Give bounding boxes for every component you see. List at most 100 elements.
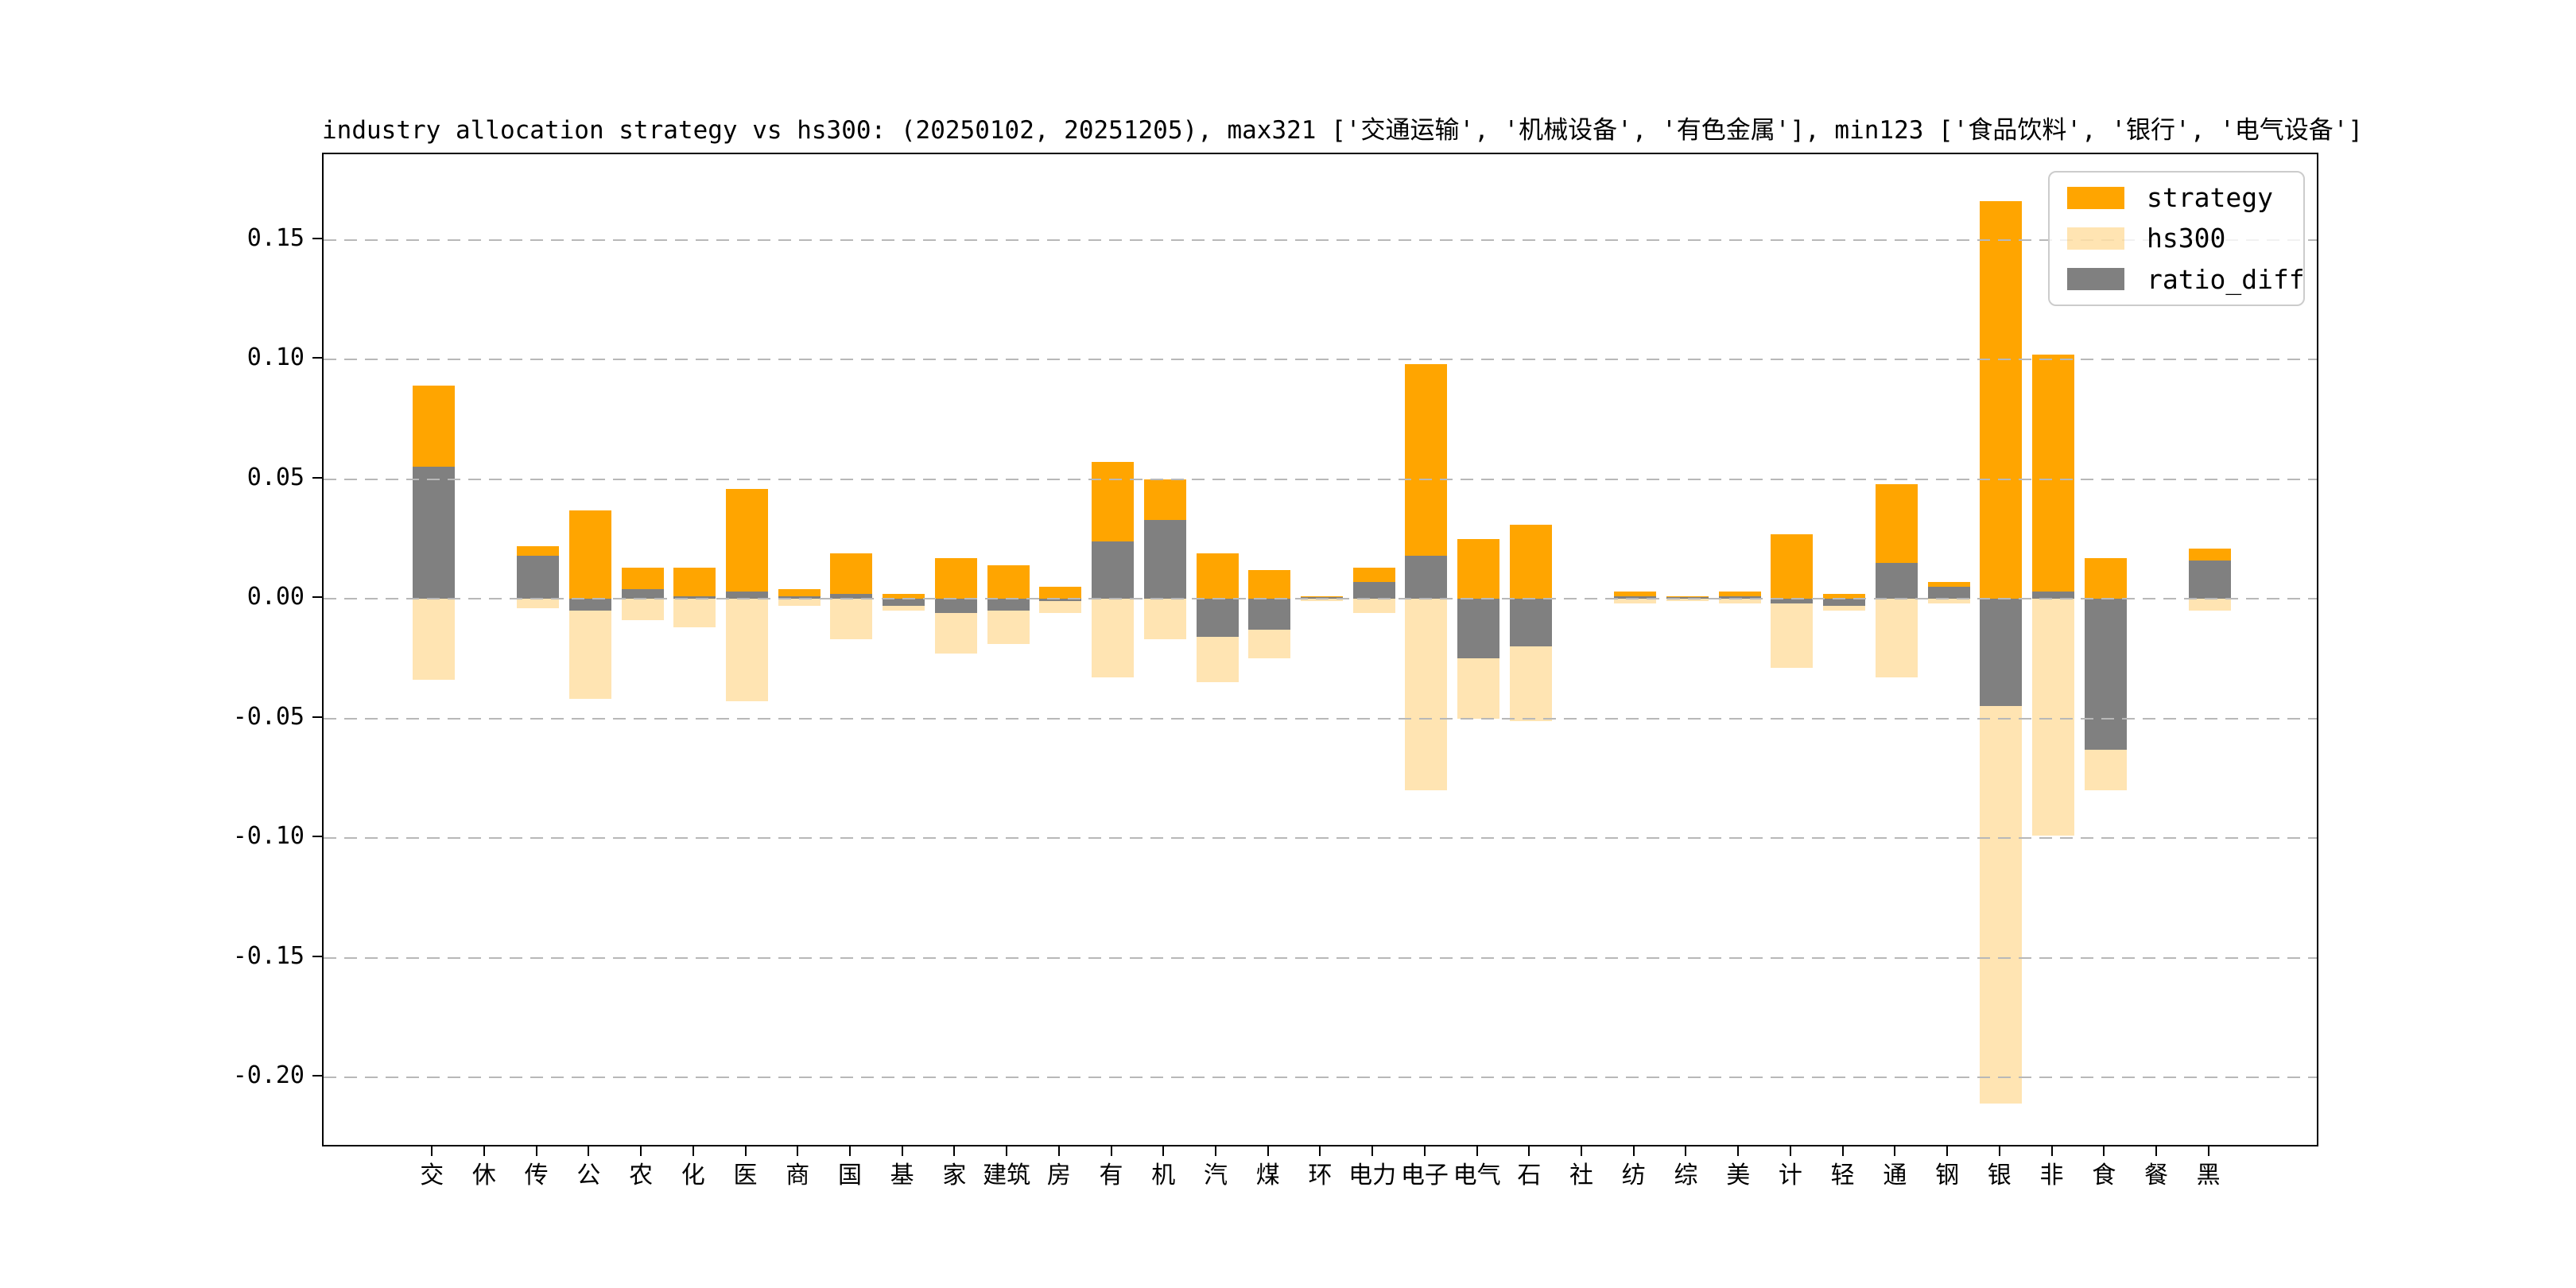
x-tick-label-传: 传 bbox=[524, 1162, 549, 1189]
x-tick-label-非: 非 bbox=[2039, 1162, 2064, 1189]
x-tick-mark bbox=[1841, 1146, 1844, 1156]
x-tick-mark bbox=[797, 1146, 799, 1156]
y-tick-label-0.00: 0.00 bbox=[246, 583, 305, 611]
x-tick-label-环: 环 bbox=[1308, 1162, 1333, 1189]
x-tick-label-黑: 黑 bbox=[2196, 1162, 2221, 1189]
x-tick-label-轻: 轻 bbox=[1830, 1162, 1855, 1189]
x-tick-label-医: 医 bbox=[733, 1162, 758, 1189]
x-tick-mark bbox=[953, 1146, 956, 1156]
hs300-bar-医 bbox=[726, 599, 769, 702]
x-tick-mark bbox=[744, 1146, 747, 1156]
x-tick-label-电气: 电气 bbox=[1453, 1162, 1501, 1189]
legend: strategy hs300 ratio_diff bbox=[2048, 171, 2305, 306]
ratio-diff-bar-银 bbox=[1980, 599, 2023, 707]
x-tick-mark bbox=[1057, 1146, 1060, 1156]
strategy-bar-计 bbox=[1771, 533, 1814, 599]
plot-area bbox=[322, 153, 2318, 1146]
x-tick-label-社: 社 bbox=[1569, 1162, 1594, 1189]
gridline--0.15 bbox=[324, 956, 2317, 959]
y-tick-label--0.10: -0.10 bbox=[232, 822, 305, 850]
hs300-bar-黑 bbox=[2189, 599, 2232, 611]
ratio-diff-bar-公 bbox=[568, 599, 611, 611]
x-tick-mark bbox=[1162, 1146, 1165, 1156]
y-tick-label--0.20: -0.20 bbox=[232, 1061, 305, 1089]
ratio-diff-bar-轻 bbox=[1823, 599, 1866, 607]
x-tick-label-电子: 电子 bbox=[1400, 1162, 1449, 1189]
x-tick-label-交: 交 bbox=[420, 1162, 444, 1189]
strategy-bar-石 bbox=[1509, 524, 1552, 599]
strategy-bar-轻 bbox=[1823, 593, 1866, 599]
hs300-bar-通 bbox=[1875, 599, 1918, 678]
x-tick-label-钢: 钢 bbox=[1935, 1162, 1960, 1189]
ratio-diff-bar-家 bbox=[934, 599, 977, 614]
hs300-bar-综 bbox=[1666, 599, 1709, 601]
ratio-diff-bar-钢 bbox=[1927, 586, 1970, 599]
strategy-bar-美 bbox=[1718, 591, 1761, 599]
x-tick-mark bbox=[2207, 1146, 2209, 1156]
ratio-diff-bar-通 bbox=[1875, 562, 1918, 599]
hs300-bar-商 bbox=[778, 599, 821, 607]
gridline--0.10 bbox=[324, 837, 2317, 839]
strategy-bar-电气 bbox=[1457, 538, 1500, 599]
strategy-bar-银 bbox=[1980, 201, 2023, 599]
legend-row-strategy: strategy bbox=[2050, 182, 2303, 213]
x-tick-mark bbox=[692, 1146, 694, 1156]
x-tick-mark bbox=[1998, 1146, 2000, 1156]
strategy-bar-非 bbox=[2032, 354, 2075, 599]
ratio-diff-bar-纺 bbox=[1614, 596, 1657, 599]
x-tick-label-通: 通 bbox=[1883, 1162, 1907, 1189]
ratio-diff-bar-商 bbox=[778, 596, 821, 599]
ratio-diff-bar-有 bbox=[1092, 541, 1135, 599]
strategy-bar-公 bbox=[568, 510, 611, 599]
legend-label-ratio_diff: ratio_diff bbox=[2147, 263, 2305, 295]
ratio-diff-bar-国 bbox=[830, 593, 873, 599]
x-tick-label-化: 化 bbox=[681, 1162, 705, 1189]
chart-title: industry allocation strategy vs hs300: (… bbox=[322, 116, 2364, 145]
ratio-diff-bar-农 bbox=[621, 588, 664, 599]
y-tick-mark bbox=[312, 716, 322, 718]
x-tick-label-公: 公 bbox=[576, 1162, 601, 1189]
x-tick-label-银: 银 bbox=[1987, 1162, 2012, 1189]
legend-swatch-hs300 bbox=[2067, 227, 2124, 250]
x-tick-label-石: 石 bbox=[1517, 1162, 1542, 1189]
ratio-diff-bar-房 bbox=[1039, 599, 1082, 601]
ratio-diff-bar-黑 bbox=[2189, 560, 2232, 599]
x-tick-mark bbox=[1581, 1146, 1583, 1156]
x-tick-mark bbox=[1946, 1146, 1949, 1156]
gridline-0.05 bbox=[324, 478, 2317, 480]
hs300-bar-房 bbox=[1039, 599, 1082, 614]
x-tick-label-美: 美 bbox=[1726, 1162, 1751, 1189]
ratio-diff-bar-煤 bbox=[1248, 599, 1291, 630]
hs300-bar-交 bbox=[412, 599, 455, 681]
x-tick-mark bbox=[1215, 1146, 1216, 1156]
ratio-diff-bar-交 bbox=[412, 467, 455, 599]
x-tick-mark bbox=[1267, 1146, 1269, 1156]
x-tick-mark bbox=[1006, 1146, 1008, 1156]
x-tick-label-房: 房 bbox=[1046, 1162, 1071, 1189]
strategy-bar-家 bbox=[934, 557, 977, 599]
x-tick-label-计: 计 bbox=[1778, 1162, 1802, 1189]
hs300-bar-电力 bbox=[1352, 599, 1395, 614]
x-tick-mark bbox=[1319, 1146, 1321, 1156]
y-tick-label-0.15: 0.15 bbox=[246, 223, 305, 252]
x-tick-mark bbox=[848, 1146, 851, 1156]
y-tick-mark bbox=[312, 1075, 322, 1077]
x-tick-label-有: 有 bbox=[1099, 1162, 1123, 1189]
x-tick-label-餐: 餐 bbox=[2143, 1162, 2168, 1189]
x-tick-label-电力: 电力 bbox=[1348, 1162, 1397, 1189]
y-tick-mark bbox=[312, 357, 322, 359]
legend-swatch-strategy bbox=[2067, 186, 2124, 209]
x-tick-mark bbox=[1476, 1146, 1478, 1156]
hs300-bar-电子 bbox=[1405, 599, 1448, 790]
hs300-bar-国 bbox=[830, 599, 873, 640]
hs300-bar-钢 bbox=[1927, 599, 1970, 604]
hs300-bar-非 bbox=[2032, 599, 2075, 836]
x-tick-mark bbox=[1110, 1146, 1112, 1156]
ratio-diff-bar-传 bbox=[517, 555, 560, 599]
x-tick-mark bbox=[588, 1146, 590, 1156]
hs300-bar-农 bbox=[621, 599, 664, 621]
legend-row-hs300: hs300 bbox=[2050, 223, 2303, 254]
strategy-bar-国 bbox=[830, 553, 873, 599]
x-tick-label-基: 基 bbox=[890, 1162, 914, 1189]
